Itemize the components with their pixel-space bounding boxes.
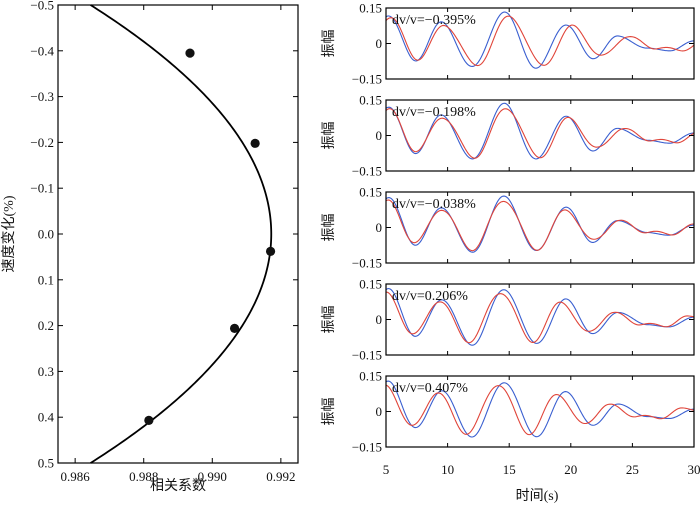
right-x-tick-label: 15 <box>503 462 516 477</box>
left-x-tick-label: 0.990 <box>198 469 227 484</box>
left-y-tick-label: −0.2 <box>30 135 54 150</box>
left-x-tick-label: 0.992 <box>266 469 295 484</box>
left-y-tick-label: −0.3 <box>30 89 54 104</box>
left-y-tick-label: −0.4 <box>30 43 54 58</box>
right-y-tick-label: 0 <box>376 404 383 419</box>
left-y-ticks: −0.5 −0.4 −0.3 −0.2 −0.1 0.0 0.1 0.2 0.3 0.4 0.5 <box>30 0 298 471</box>
right-x-ticks: 5 10 15 20 25 30 <box>383 462 700 477</box>
waveform-panel: 0.15 0 −0.15 dv/v=0.407% 振幅 <box>321 369 695 455</box>
left-x-tick-label: 0.986 <box>61 469 91 484</box>
data-point <box>265 246 276 257</box>
stretched-waveform <box>385 15 695 67</box>
dvv-label: dv/v=−0.395% <box>392 13 476 28</box>
dvv-label: dv/v=−0.038% <box>392 197 476 212</box>
right-y-tick-label: −0.15 <box>352 348 382 363</box>
waveform-panel: 0.15 0 −0.15 dv/v=−0.395% 振幅 <box>321 1 695 87</box>
left-y-tick-label: 0.3 <box>38 364 54 379</box>
dvv-label: dv/v=0.407% <box>392 381 468 396</box>
left-x-ticks: 0.986 0.988 0.990 0.992 <box>61 5 295 484</box>
right-y-axis-label: 振幅 <box>321 30 337 58</box>
right-x-tick-label: 25 <box>626 462 639 477</box>
right-y-tick-label: −0.15 <box>352 72 382 87</box>
left-y-tick-label: −0.5 <box>30 0 54 13</box>
left-y-tick-label: 0.1 <box>38 272 54 287</box>
right-y-axis-label: 振幅 <box>321 214 337 242</box>
fit-curve <box>90 4 273 464</box>
right-y-tick-label: −0.15 <box>352 440 382 455</box>
left-x-axis-label: 相关系数 <box>150 478 206 494</box>
stretched-waveform <box>385 199 695 252</box>
right-x-axis-label: 时间(s) <box>516 488 559 504</box>
waveform-panel: 0.15 0 −0.15 dv/v=0.206% 振幅 <box>321 277 695 363</box>
right-y-tick-label: 0.15 <box>359 277 382 292</box>
dvv-label: dv/v=0.206% <box>392 289 468 304</box>
right-y-tick-label: 0 <box>376 36 383 51</box>
data-point <box>229 323 240 333</box>
right-x-tick-label: 30 <box>688 462 700 477</box>
left-y-tick-label: −0.1 <box>30 181 54 196</box>
stretched-waveform <box>385 108 695 159</box>
left-y-tick-label: 0.0 <box>38 227 54 242</box>
velocity-change-vs-correlation-plot: −0.5 −0.4 −0.3 −0.2 −0.1 0.0 0.1 0.2 0.3 0.4 0.5 0… <box>1 0 299 494</box>
right-y-tick-label: 0.15 <box>359 185 382 200</box>
right-y-tick-label: 0 <box>376 128 383 143</box>
left-y-tick-label: 0.2 <box>38 318 54 333</box>
reference-waveform <box>385 102 695 160</box>
data-points <box>144 48 276 426</box>
right-x-tick-label: 10 <box>441 462 454 477</box>
right-y-tick-label: 0.15 <box>359 1 382 16</box>
right-y-tick-label: 0.15 <box>359 369 382 384</box>
right-y-axis-label: 振幅 <box>321 306 337 334</box>
waveform-panels: 0.15 0 −0.15 dv/v=−0.395% 振幅 0.15 0 −0.15 dv/v=−… <box>321 1 695 455</box>
waveform-panel: 0.15 0 −0.15 dv/v=−0.038% 振幅 <box>321 185 695 271</box>
left-x-tick-label: 0.988 <box>129 469 158 484</box>
data-point <box>250 138 260 148</box>
right-y-tick-label: −0.15 <box>352 256 382 271</box>
right-y-tick-label: 0.15 <box>359 93 382 108</box>
data-point <box>185 48 195 58</box>
stretched-waveform <box>385 384 695 436</box>
right-y-tick-label: 0 <box>376 312 383 327</box>
right-y-axis-label: 振幅 <box>321 398 337 426</box>
waveform-panel: 0.15 0 −0.15 dv/v=−0.198% 振幅 <box>321 93 695 179</box>
right-x-tick-label: 20 <box>564 462 577 477</box>
left-y-tick-label: 0.5 <box>38 456 54 471</box>
right-y-axis-label: 振幅 <box>321 122 337 150</box>
stretched-waveform <box>385 291 695 344</box>
right-y-tick-label: −0.15 <box>352 164 382 179</box>
reference-waveform <box>385 11 695 69</box>
data-point <box>144 415 154 426</box>
left-y-axis-label: 速度变化(%) <box>1 195 17 272</box>
right-x-tick-label: 5 <box>383 462 390 477</box>
right-y-tick-label: 0 <box>376 220 383 235</box>
dvv-label: dv/v=−0.198% <box>392 105 476 120</box>
left-y-tick-label: 0.4 <box>38 410 55 425</box>
left-plot-frame <box>57 4 299 464</box>
